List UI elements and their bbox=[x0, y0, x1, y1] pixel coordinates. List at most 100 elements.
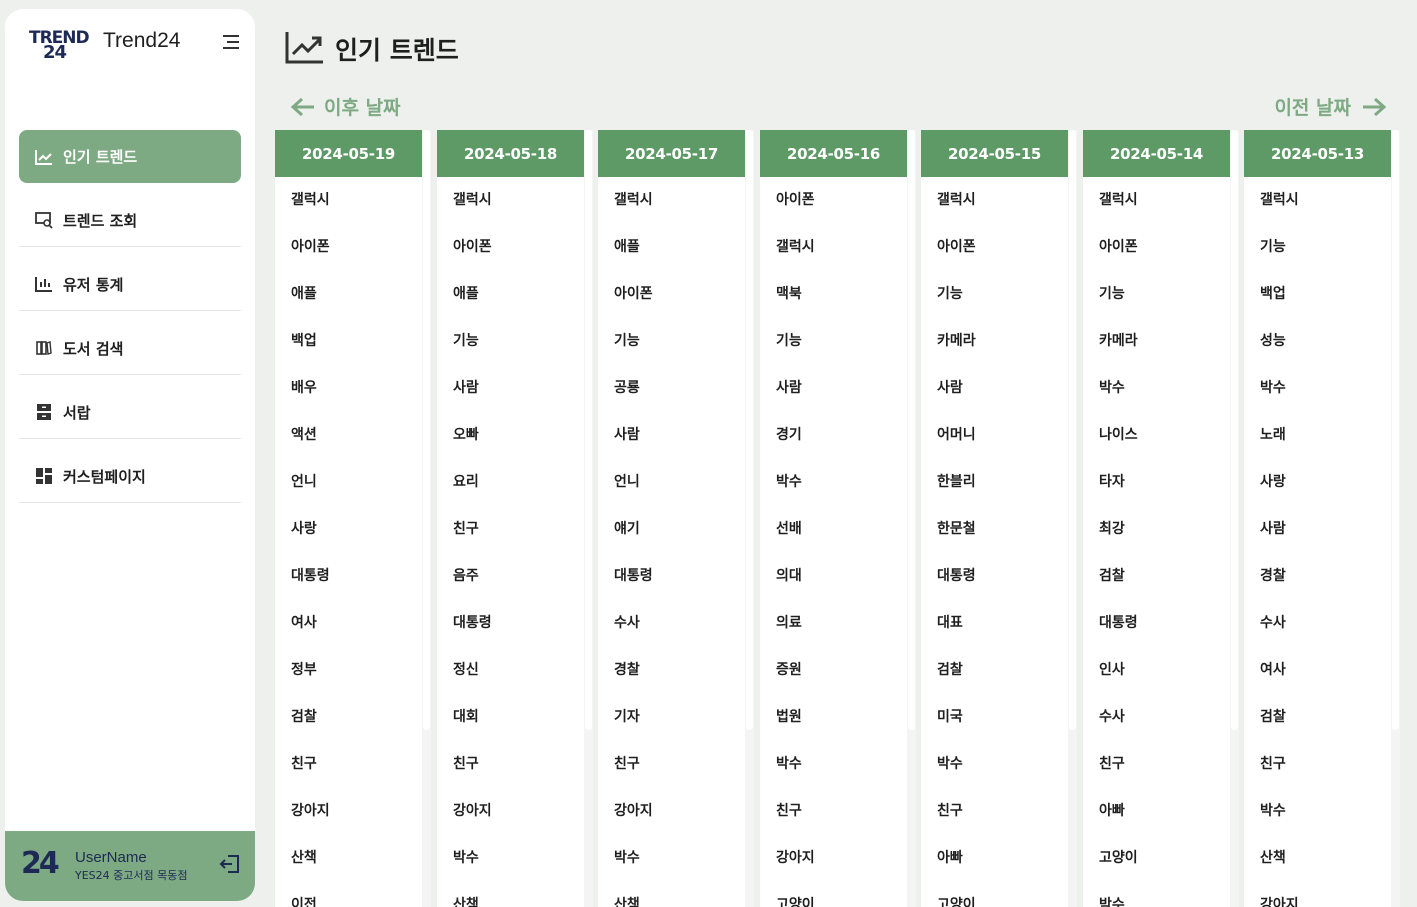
keyword-item[interactable]: 경찰 bbox=[614, 662, 640, 678]
keyword-item[interactable]: 박수 bbox=[1099, 380, 1125, 396]
keyword-item[interactable]: 기능 bbox=[937, 286, 963, 302]
keyword-item[interactable]: 기자 bbox=[614, 709, 640, 725]
keyword-item[interactable]: 요리 bbox=[453, 474, 479, 490]
keyword-item[interactable]: 증원 bbox=[776, 662, 802, 678]
keyword-item[interactable]: 친구 bbox=[453, 756, 479, 772]
keyword-item[interactable]: 대통령 bbox=[1099, 615, 1138, 631]
keyword-item[interactable]: 언니 bbox=[614, 474, 640, 490]
keyword-item[interactable]: 애플 bbox=[291, 286, 317, 302]
keyword-item[interactable]: 박수 bbox=[453, 850, 479, 866]
keyword-item[interactable]: 박수 bbox=[1260, 380, 1286, 396]
keyword-item[interactable]: 액션 bbox=[291, 427, 317, 443]
keyword-item[interactable]: 의대 bbox=[776, 568, 802, 584]
keyword-item[interactable]: 기능 bbox=[453, 333, 479, 349]
keyword-item[interactable]: 공룡 bbox=[614, 380, 640, 396]
keyword-item[interactable]: 산책 bbox=[1260, 850, 1286, 866]
keyword-item[interactable]: 성능 bbox=[1260, 333, 1286, 349]
keyword-item[interactable]: 갤럭시 bbox=[1260, 192, 1299, 208]
keyword-item[interactable]: 강아지 bbox=[453, 803, 492, 819]
keyword-item[interactable]: 박수 bbox=[776, 474, 802, 490]
keyword-item[interactable]: 여사 bbox=[1260, 662, 1286, 678]
logout-icon[interactable] bbox=[219, 853, 241, 875]
keyword-item[interactable]: 친구 bbox=[776, 803, 802, 819]
sidebar-item-custom-page[interactable]: 커스텀페이지 bbox=[19, 450, 241, 503]
keyword-item[interactable]: 산책 bbox=[614, 897, 640, 907]
keyword-item[interactable]: 대통령 bbox=[937, 568, 976, 584]
keyword-item[interactable]: 한문철 bbox=[937, 521, 976, 537]
keyword-item[interactable]: 산책 bbox=[291, 850, 317, 866]
keyword-item[interactable]: 강아지 bbox=[614, 803, 653, 819]
keyword-item[interactable]: 강아지 bbox=[1260, 897, 1299, 907]
later-dates-link[interactable]: 이후 날짜 bbox=[290, 93, 401, 120]
keyword-item[interactable]: 아빠 bbox=[1099, 803, 1125, 819]
scrollbar-thumb[interactable] bbox=[1069, 130, 1076, 730]
sidebar-item-popular-trends[interactable]: 인기 트렌드 bbox=[19, 130, 241, 183]
keyword-item[interactable]: 강아지 bbox=[291, 803, 330, 819]
keyword-item[interactable]: 갤럭시 bbox=[937, 192, 976, 208]
keyword-item[interactable]: 백업 bbox=[291, 333, 317, 349]
keyword-item[interactable]: 검찰 bbox=[937, 662, 963, 678]
keyword-item[interactable]: 사람 bbox=[453, 380, 479, 396]
keyword-item[interactable]: 갤럭시 bbox=[614, 192, 653, 208]
keyword-item[interactable]: 산책 bbox=[453, 897, 479, 907]
keyword-item[interactable]: 친구 bbox=[1099, 756, 1125, 772]
keyword-item[interactable]: 아이폰 bbox=[1099, 239, 1138, 255]
sidebar-item-trend-search[interactable]: 트렌드 조회 bbox=[19, 194, 241, 247]
keyword-item[interactable]: 사람 bbox=[614, 427, 640, 443]
scrollbar-thumb[interactable] bbox=[1392, 130, 1399, 730]
brand[interactable]: TREND 24 Trend24 bbox=[29, 27, 180, 67]
keyword-item[interactable]: 아이폰 bbox=[614, 286, 653, 302]
keyword-item[interactable]: 이전 bbox=[291, 897, 317, 907]
earlier-dates-link[interactable]: 이전 날짜 bbox=[1274, 93, 1387, 120]
keyword-item[interactable]: 친구 bbox=[453, 521, 479, 537]
keyword-item[interactable]: 친구 bbox=[937, 803, 963, 819]
keyword-item[interactable]: 미국 bbox=[937, 709, 963, 725]
keyword-item[interactable]: 친구 bbox=[291, 756, 317, 772]
keyword-item[interactable]: 수사 bbox=[1260, 615, 1286, 631]
keyword-item[interactable]: 음주 bbox=[453, 568, 479, 584]
keyword-item[interactable]: 기능 bbox=[614, 333, 640, 349]
column-scrollbar[interactable] bbox=[1068, 130, 1077, 907]
keyword-item[interactable]: 기능 bbox=[776, 333, 802, 349]
keyword-item[interactable]: 사랑 bbox=[291, 521, 317, 537]
keyword-item[interactable]: 사람 bbox=[937, 380, 963, 396]
scrollbar-thumb[interactable] bbox=[908, 130, 915, 730]
keyword-item[interactable]: 갤럭시 bbox=[291, 192, 330, 208]
keyword-item[interactable]: 아이폰 bbox=[937, 239, 976, 255]
keyword-item[interactable]: 박수 bbox=[614, 850, 640, 866]
scrollbar-thumb[interactable] bbox=[746, 130, 753, 730]
keyword-item[interactable]: 배우 bbox=[291, 380, 317, 396]
keyword-item[interactable]: 카메라 bbox=[1099, 333, 1138, 349]
keyword-item[interactable]: 친구 bbox=[1260, 756, 1286, 772]
keyword-item[interactable]: 얘기 bbox=[614, 521, 640, 537]
keyword-item[interactable]: 대통령 bbox=[614, 568, 653, 584]
keyword-item[interactable]: 고양이 bbox=[937, 897, 976, 907]
scrollbar-thumb[interactable] bbox=[585, 130, 592, 730]
keyword-item[interactable]: 한블리 bbox=[937, 474, 976, 490]
keyword-item[interactable]: 대표 bbox=[937, 615, 963, 631]
keyword-item[interactable]: 고양이 bbox=[1099, 850, 1138, 866]
keyword-item[interactable]: 사람 bbox=[1260, 521, 1286, 537]
keyword-item[interactable]: 오빠 bbox=[453, 427, 479, 443]
keyword-item[interactable]: 정신 bbox=[453, 662, 479, 678]
column-scrollbar[interactable] bbox=[422, 130, 431, 907]
keyword-item[interactable]: 대회 bbox=[453, 709, 479, 725]
keyword-item[interactable]: 사랑 bbox=[1260, 474, 1286, 490]
keyword-item[interactable]: 대통령 bbox=[291, 568, 330, 584]
keyword-item[interactable]: 선배 bbox=[776, 521, 802, 537]
keyword-item[interactable]: 언니 bbox=[291, 474, 317, 490]
keyword-item[interactable]: 경찰 bbox=[1260, 568, 1286, 584]
sidebar-item-drawer[interactable]: 서랍 bbox=[19, 386, 241, 439]
keyword-item[interactable]: 백업 bbox=[1260, 286, 1286, 302]
keyword-item[interactable]: 사람 bbox=[776, 380, 802, 396]
keyword-item[interactable]: 수사 bbox=[614, 615, 640, 631]
column-scrollbar[interactable] bbox=[907, 130, 916, 907]
keyword-item[interactable]: 검찰 bbox=[1099, 568, 1125, 584]
scrollbar-thumb[interactable] bbox=[423, 130, 430, 730]
keyword-item[interactable]: 강아지 bbox=[776, 850, 815, 866]
keyword-item[interactable]: 수사 bbox=[1099, 709, 1125, 725]
sidebar-item-user-stats[interactable]: 유저 통계 bbox=[19, 258, 241, 311]
keyword-item[interactable]: 최강 bbox=[1099, 521, 1125, 537]
keyword-item[interactable]: 기능 bbox=[1099, 286, 1125, 302]
keyword-item[interactable]: 갤럭시 bbox=[776, 239, 815, 255]
